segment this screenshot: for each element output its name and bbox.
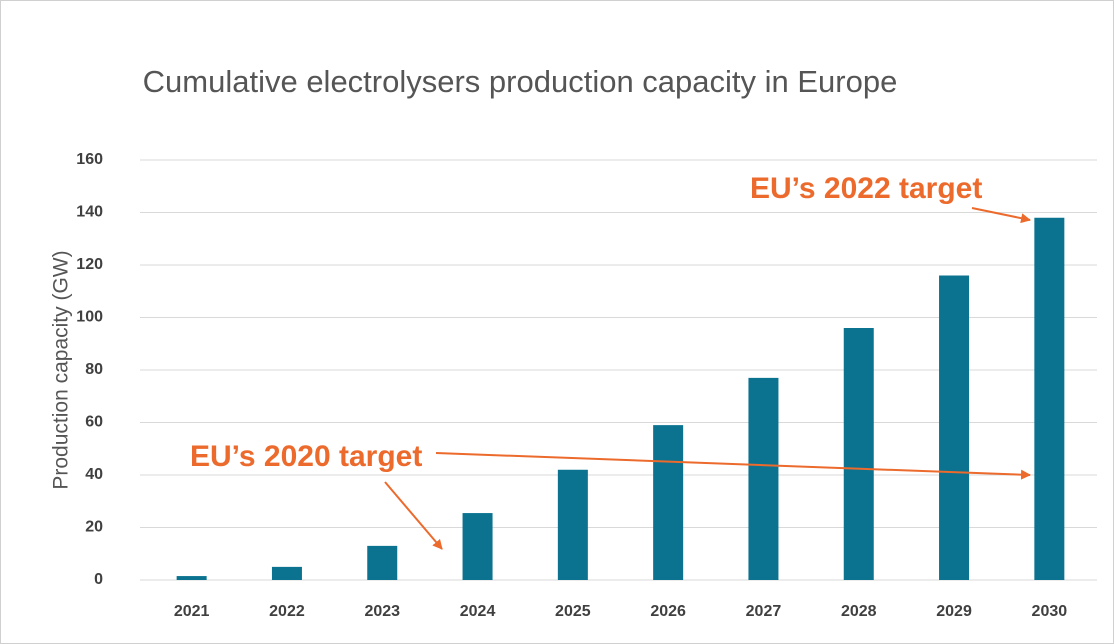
x-tick-label: 2030 <box>1032 603 1068 620</box>
y-tick-label: 80 <box>85 361 103 378</box>
bar <box>653 425 684 580</box>
bar <box>462 513 493 580</box>
bar <box>748 377 779 580</box>
x-tick-label: 2029 <box>936 603 972 620</box>
annotation: EU’s 2020 target <box>190 440 422 473</box>
bar <box>271 566 302 580</box>
y-tick-label: 60 <box>85 414 103 431</box>
bar <box>176 576 207 580</box>
x-tick-label: 2025 <box>555 603 591 620</box>
chart-title: Cumulative electrolysers production capa… <box>142 64 898 99</box>
bar <box>367 545 398 580</box>
x-tick-label: 2022 <box>269 603 305 620</box>
y-tick-label: 120 <box>76 256 103 273</box>
arrow <box>384 481 443 550</box>
y-tick-label: 0 <box>94 571 103 588</box>
annotation: EU’s 2022 target <box>750 172 982 205</box>
bar <box>557 469 588 580</box>
x-tick-label: 2028 <box>841 603 877 620</box>
bar <box>843 328 874 580</box>
y-tick-label: 100 <box>76 309 103 326</box>
y-tick-label: 160 <box>76 151 103 168</box>
arrow <box>435 452 1031 480</box>
bar <box>1034 217 1065 580</box>
y-tick-label: 20 <box>85 519 103 536</box>
y-axis-label: Production capacity (GW) <box>50 250 73 489</box>
x-tick-label: 2027 <box>746 603 782 620</box>
x-tick-label: 2026 <box>650 603 686 620</box>
bar <box>939 275 970 580</box>
arrow <box>971 207 1031 224</box>
x-tick-label: 2023 <box>364 603 400 620</box>
y-tick-label: 40 <box>85 466 103 483</box>
x-tick-label: 2024 <box>460 603 496 620</box>
y-tick-label: 140 <box>76 204 103 221</box>
plot: 0 20 40 60 80 100 120 140 160 2021 2022 2023 2024 202… <box>76 151 1097 620</box>
x-tick-label: 2021 <box>174 603 210 620</box>
